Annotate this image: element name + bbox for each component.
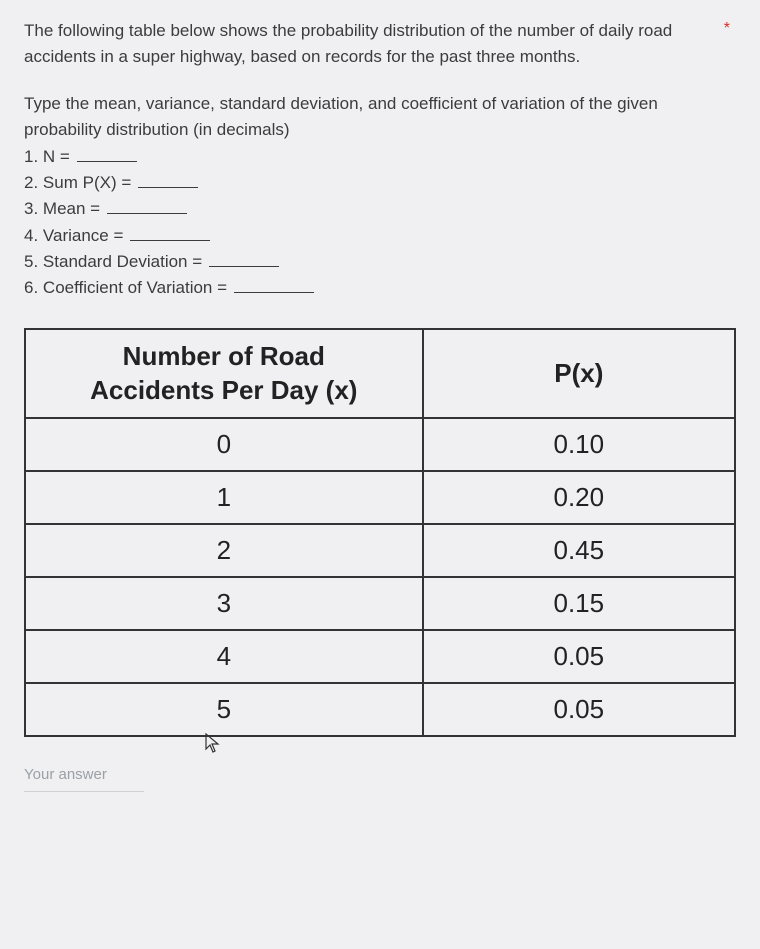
cell-px: 0.05 bbox=[423, 683, 735, 736]
blank-num: 2. bbox=[24, 173, 38, 192]
blank-num: 6. bbox=[24, 278, 38, 297]
blank-item-5: 5. Standard Deviation = bbox=[24, 249, 736, 275]
blank-num: 4. bbox=[24, 226, 38, 245]
blank-label: N = bbox=[43, 147, 70, 166]
blank-num: 1. bbox=[24, 147, 38, 166]
table-header-row: Number of Road Accidents Per Day (x) P(x… bbox=[25, 329, 735, 419]
question-header: The following table below shows the prob… bbox=[24, 18, 736, 69]
answer-input[interactable]: Your answer bbox=[24, 766, 144, 792]
cell-px: 0.20 bbox=[423, 471, 735, 524]
blank-num: 5. bbox=[24, 252, 38, 271]
blank-underline bbox=[234, 276, 314, 293]
blank-item-3: 3. Mean = bbox=[24, 196, 736, 222]
table-row: 4 0.05 bbox=[25, 630, 735, 683]
cell-x: 4 bbox=[25, 630, 423, 683]
blank-underline bbox=[209, 250, 279, 267]
question-intro-text: The following table below shows the prob… bbox=[24, 18, 736, 69]
blank-underline bbox=[130, 224, 210, 241]
blank-underline bbox=[107, 197, 187, 214]
blank-underline bbox=[77, 145, 137, 162]
cell-x: 0 bbox=[25, 418, 423, 471]
blank-list: 1. N = 2. Sum P(X) = 3. Mean = 4. Varian… bbox=[24, 144, 736, 302]
cell-x: 2 bbox=[25, 524, 423, 577]
cell-px: 0.15 bbox=[423, 577, 735, 630]
blank-label: Standard Deviation = bbox=[43, 252, 202, 271]
instruction-text: Type the mean, variance, standard deviat… bbox=[24, 91, 736, 144]
header-px-line1: P(x) bbox=[554, 358, 603, 388]
blank-item-2: 2. Sum P(X) = bbox=[24, 170, 736, 196]
cell-px: 0.05 bbox=[423, 630, 735, 683]
table-row: 2 0.45 bbox=[25, 524, 735, 577]
blank-item-4: 4. Variance = bbox=[24, 223, 736, 249]
header-x-line1: Number of Road bbox=[123, 341, 325, 371]
table-header-x: Number of Road Accidents Per Day (x) bbox=[25, 329, 423, 419]
blank-label: Mean = bbox=[43, 199, 100, 218]
required-asterisk: * bbox=[724, 20, 730, 38]
probability-table: Number of Road Accidents Per Day (x) P(x… bbox=[24, 328, 736, 738]
table-row: 0 0.10 bbox=[25, 418, 735, 471]
table-row: 3 0.15 bbox=[25, 577, 735, 630]
instruction-block: Type the mean, variance, standard deviat… bbox=[24, 91, 736, 302]
blank-underline bbox=[138, 171, 198, 188]
blank-num: 3. bbox=[24, 199, 38, 218]
table-row: 1 0.20 bbox=[25, 471, 735, 524]
blank-label: Variance = bbox=[43, 226, 123, 245]
cell-x: 3 bbox=[25, 577, 423, 630]
header-x-line2: Accidents Per Day (x) bbox=[90, 375, 357, 405]
cursor-icon bbox=[204, 733, 736, 760]
blank-label: Coefficient of Variation = bbox=[43, 278, 227, 297]
table-row: 5 0.05 bbox=[25, 683, 735, 736]
blank-label: Sum P(X) = bbox=[43, 173, 131, 192]
cell-px: 0.10 bbox=[423, 418, 735, 471]
cell-x: 5 bbox=[25, 683, 423, 736]
cell-x: 1 bbox=[25, 471, 423, 524]
cell-px: 0.45 bbox=[423, 524, 735, 577]
blank-item-6: 6. Coefficient of Variation = bbox=[24, 275, 736, 301]
data-table-wrap: Number of Road Accidents Per Day (x) P(x… bbox=[24, 328, 736, 738]
table-header-px: P(x) bbox=[423, 329, 735, 419]
blank-item-1: 1. N = bbox=[24, 144, 736, 170]
